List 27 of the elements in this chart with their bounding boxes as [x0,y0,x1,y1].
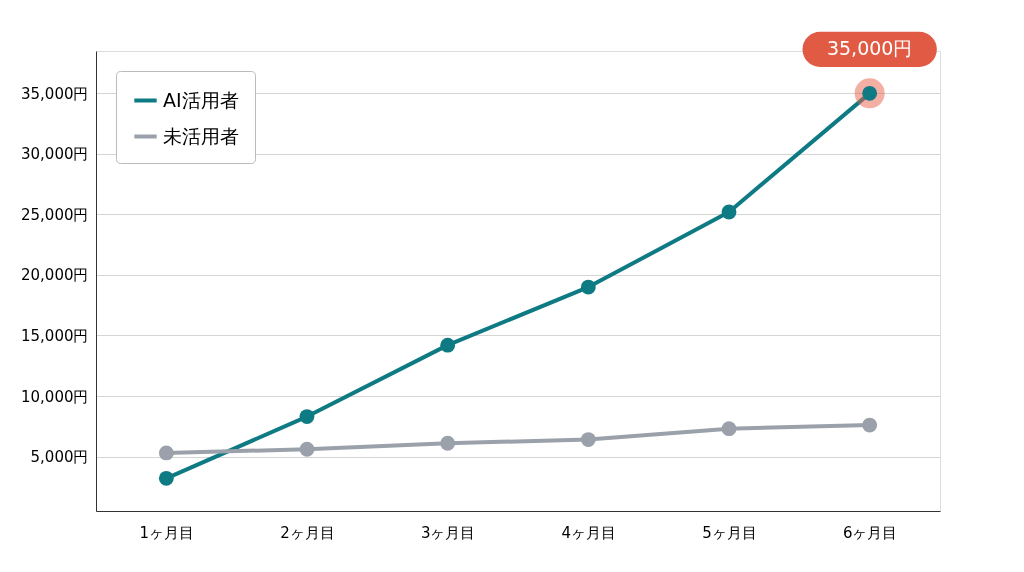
y-tick-label: 25,000円 [21,205,89,224]
y-tick-label: 5,000円 [30,448,89,467]
point [440,435,456,451]
legend-label: 未活用者 [163,124,239,147]
x-tick-label: 6ヶ月目 [842,523,898,542]
x-tick-label: 5ヶ月目 [702,523,757,542]
point [158,445,174,461]
annotation: 35,000円 [826,37,913,60]
point [299,409,315,424]
y-tick-label: 30,000円 [21,145,89,164]
point [862,417,878,433]
y-tick-label: 10,000円 [21,387,89,406]
x-tick-label: 3ヶ月目 [420,523,476,542]
legend-label: AI活用者 [163,88,239,111]
point [721,421,737,437]
x-tick-label: 2ヶ月目 [280,523,335,542]
point [721,204,737,220]
y-tick-label: 15,000円 [21,326,89,345]
point [440,337,456,353]
point [299,441,315,457]
x-tick-label: 1ヶ月目 [139,523,195,542]
point [158,470,174,486]
point [580,279,596,295]
y-tick-label: 20,000円 [21,266,89,285]
y-tick-label: 35,000円 [21,84,89,103]
point [580,432,596,447]
x-tick-label: 4ヶ月目 [561,523,617,542]
